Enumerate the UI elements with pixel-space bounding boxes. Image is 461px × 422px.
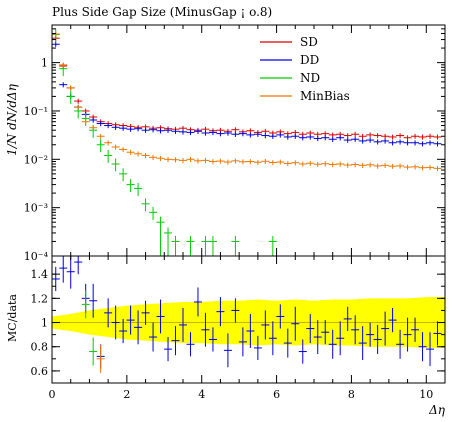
series-dd [51, 41, 442, 147]
legend: SD DD ND MinBias [260, 35, 350, 103]
y-tick-label: 10⁻¹ [24, 105, 48, 118]
ratio-panel: 0.6 0.8 1 1.2 1.4 0 2 4 6 8 10 [31, 255, 446, 401]
legend-entry-dd: DD [260, 53, 319, 67]
main-marks [51, 29, 442, 256]
x-tick-label: 4 [198, 388, 205, 401]
ratio-tick-label: 1.4 [31, 268, 49, 281]
x-tick-label: 8 [348, 388, 355, 401]
chart-title: Plus Side Gap Size (MinusGap ¡ o.8) [52, 5, 272, 19]
ratio-frame [51, 255, 446, 384]
ratio-marks [51, 256, 442, 373]
y-tick-label: 10⁻³ [24, 202, 48, 215]
x-tick-label: 10 [419, 388, 433, 401]
legend-label: DD [300, 53, 319, 67]
y-axis-label: 1/N dN/dΔη [5, 83, 19, 156]
legend-label: ND [300, 71, 320, 85]
legend-entry-nd: ND [260, 71, 320, 85]
legend-entry-sd: SD [260, 35, 318, 49]
ratio-tick-label: 1 [41, 317, 48, 330]
y-tick-label: 10⁻⁴ [24, 250, 49, 263]
x-tick-label: 0 [49, 388, 56, 401]
ratio-tick-label: 0.8 [31, 341, 49, 354]
legend-label: SD [300, 35, 318, 49]
ratio-y-axis-label: MC/data [6, 294, 19, 342]
y-tick-label: 1 [41, 57, 48, 70]
ratio-band [52, 297, 445, 348]
main-panel: 10⁻⁴ 10⁻³ 10⁻² 10⁻¹ 1 [24, 24, 446, 263]
y-tick-label: 10⁻² [24, 153, 48, 166]
x-tick-label: 2 [123, 388, 130, 401]
series-nd [51, 29, 277, 256]
ratio-tick-label: 1.2 [31, 292, 49, 305]
legend-entry-minbias: MinBias [260, 89, 350, 103]
legend-label: MinBias [300, 89, 350, 103]
series-minbias [51, 31, 442, 172]
ratio-tick-label: 0.6 [31, 365, 49, 378]
x-axis-label: Δη [428, 403, 446, 417]
series-sd [51, 35, 442, 141]
main-ticks: 10⁻⁴ 10⁻³ 10⁻² 10⁻¹ 1 [24, 24, 446, 263]
x-tick-label: 6 [273, 388, 280, 401]
